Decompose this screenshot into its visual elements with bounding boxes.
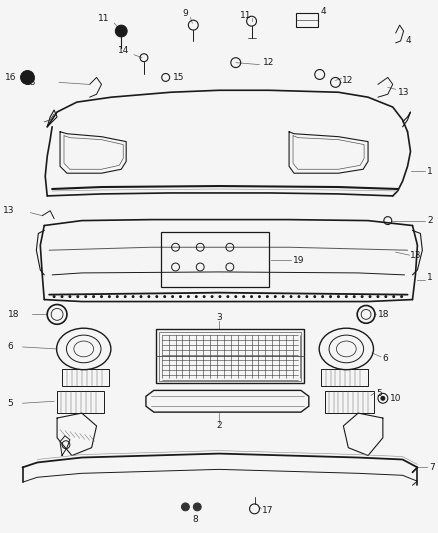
Text: 13: 13 bbox=[25, 78, 36, 87]
Circle shape bbox=[115, 25, 127, 37]
Text: 11: 11 bbox=[98, 14, 110, 23]
Circle shape bbox=[203, 295, 206, 298]
Circle shape bbox=[108, 295, 111, 298]
Circle shape bbox=[76, 295, 79, 298]
Circle shape bbox=[124, 295, 127, 298]
Circle shape bbox=[179, 295, 182, 298]
Circle shape bbox=[368, 295, 371, 298]
Text: 6: 6 bbox=[383, 354, 389, 364]
Circle shape bbox=[242, 295, 245, 298]
Text: 13: 13 bbox=[410, 251, 421, 260]
Circle shape bbox=[250, 295, 253, 298]
Circle shape bbox=[92, 295, 95, 298]
Circle shape bbox=[258, 295, 261, 298]
Text: 1: 1 bbox=[427, 167, 433, 176]
Circle shape bbox=[193, 503, 201, 511]
Text: 1: 1 bbox=[427, 273, 433, 282]
Circle shape bbox=[274, 295, 277, 298]
Circle shape bbox=[21, 70, 34, 84]
Text: 7: 7 bbox=[429, 463, 435, 472]
Circle shape bbox=[68, 295, 71, 298]
Circle shape bbox=[195, 295, 198, 298]
Circle shape bbox=[181, 503, 189, 511]
Bar bbox=[57, 391, 105, 413]
Circle shape bbox=[163, 295, 166, 298]
Bar bbox=[321, 369, 368, 386]
Text: 9: 9 bbox=[183, 9, 188, 18]
Circle shape bbox=[305, 295, 308, 298]
Text: 10: 10 bbox=[390, 394, 401, 403]
Circle shape bbox=[392, 295, 395, 298]
Bar bbox=[159, 332, 301, 381]
Circle shape bbox=[297, 295, 300, 298]
Circle shape bbox=[171, 295, 174, 298]
Circle shape bbox=[282, 295, 285, 298]
Circle shape bbox=[226, 295, 230, 298]
Text: 15: 15 bbox=[173, 73, 184, 82]
Text: 2: 2 bbox=[216, 422, 222, 431]
Circle shape bbox=[84, 295, 87, 298]
Text: 4: 4 bbox=[406, 36, 411, 45]
Text: 16: 16 bbox=[5, 73, 16, 82]
Circle shape bbox=[290, 295, 293, 298]
Circle shape bbox=[345, 295, 348, 298]
Text: 18: 18 bbox=[378, 310, 389, 319]
Circle shape bbox=[234, 295, 237, 298]
Bar bbox=[156, 329, 304, 383]
Text: 8: 8 bbox=[192, 515, 198, 524]
Text: 5: 5 bbox=[376, 389, 381, 398]
Circle shape bbox=[148, 295, 150, 298]
Circle shape bbox=[53, 295, 56, 298]
Circle shape bbox=[60, 295, 64, 298]
Text: 13: 13 bbox=[398, 88, 409, 97]
Circle shape bbox=[337, 295, 340, 298]
Circle shape bbox=[155, 295, 158, 298]
Text: 19: 19 bbox=[293, 256, 304, 264]
Text: 17: 17 bbox=[262, 506, 274, 515]
Circle shape bbox=[353, 295, 356, 298]
Circle shape bbox=[211, 295, 214, 298]
Circle shape bbox=[266, 295, 269, 298]
Text: 18: 18 bbox=[8, 310, 19, 319]
Text: 5: 5 bbox=[8, 399, 14, 408]
Circle shape bbox=[131, 295, 134, 298]
Bar bbox=[161, 232, 269, 287]
Circle shape bbox=[381, 397, 385, 400]
Circle shape bbox=[116, 295, 119, 298]
Bar bbox=[62, 369, 110, 386]
Text: 12: 12 bbox=[343, 76, 354, 85]
Bar bbox=[325, 391, 374, 413]
Circle shape bbox=[321, 295, 324, 298]
Circle shape bbox=[360, 295, 364, 298]
Circle shape bbox=[329, 295, 332, 298]
Circle shape bbox=[313, 295, 316, 298]
Circle shape bbox=[400, 295, 403, 298]
Text: 4: 4 bbox=[321, 7, 326, 16]
Circle shape bbox=[100, 295, 103, 298]
Circle shape bbox=[376, 295, 379, 298]
Text: 14: 14 bbox=[118, 46, 129, 55]
Text: 11: 11 bbox=[240, 11, 251, 20]
Bar bbox=[296, 13, 318, 27]
Text: 6: 6 bbox=[8, 343, 14, 351]
Text: 12: 12 bbox=[263, 58, 275, 67]
Circle shape bbox=[140, 295, 142, 298]
Circle shape bbox=[384, 295, 387, 298]
Circle shape bbox=[187, 295, 190, 298]
Text: 13: 13 bbox=[3, 206, 14, 215]
Text: 2: 2 bbox=[427, 216, 433, 225]
Text: 3: 3 bbox=[216, 313, 222, 322]
Circle shape bbox=[219, 295, 222, 298]
